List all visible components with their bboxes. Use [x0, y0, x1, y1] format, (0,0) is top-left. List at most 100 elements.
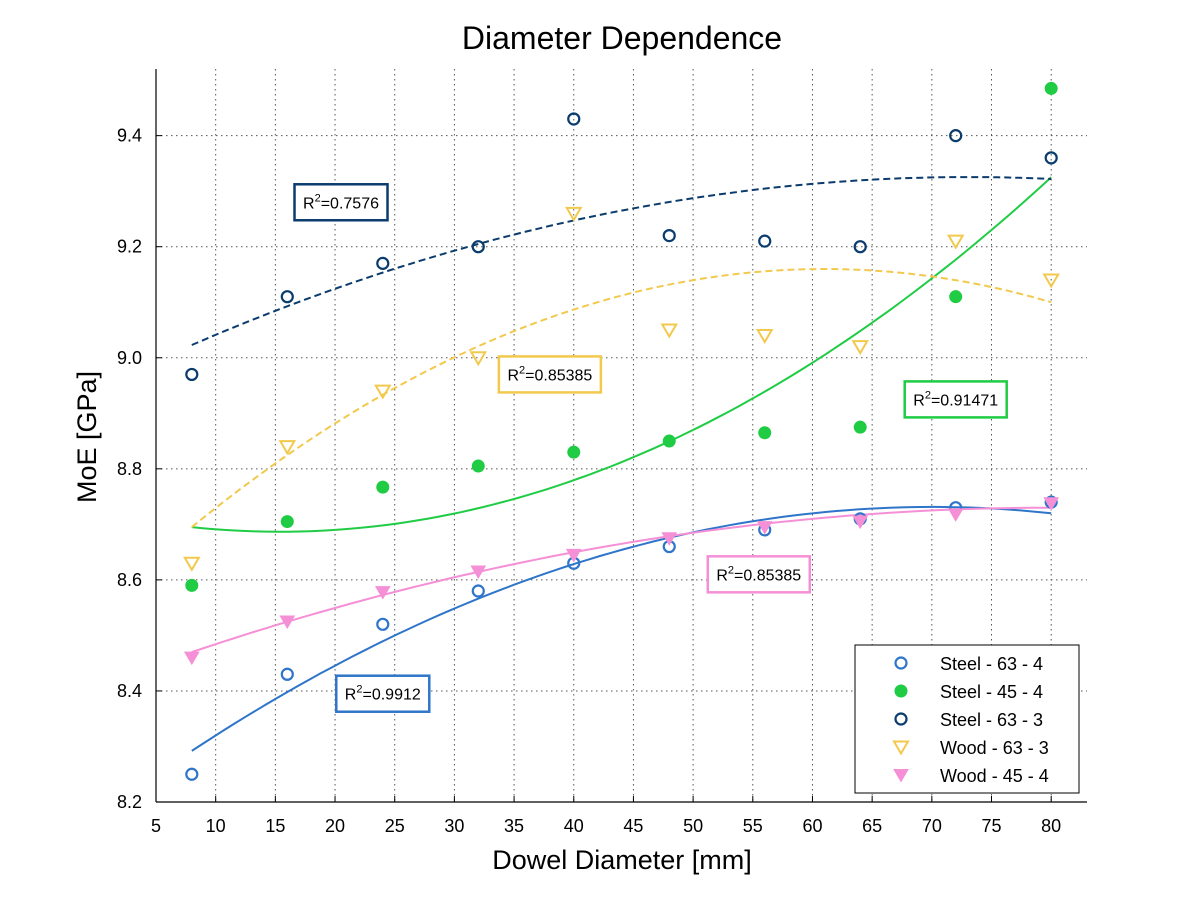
- data-point-series-4: [755, 329, 774, 345]
- data-point-series-2: [949, 290, 963, 304]
- x-tick-label: 15: [265, 816, 285, 836]
- data-point-series-3: [758, 234, 772, 248]
- data-point-series-5: [756, 521, 773, 535]
- trend-line-series-4: [191, 267, 1052, 528]
- y-tick-label: 9.2: [117, 237, 142, 257]
- data-point-series-5: [565, 548, 582, 563]
- grid-lines: [156, 69, 1087, 802]
- data-point-series-4: [565, 206, 583, 222]
- r2-superscript: 2: [925, 389, 931, 401]
- data-point-series-5: [374, 586, 391, 600]
- x-tick-label: 75: [981, 816, 1001, 836]
- data-point-series-2: [376, 480, 390, 494]
- y-tick-label: 8.8: [117, 459, 142, 479]
- r2-annotation-box: [903, 380, 1008, 419]
- data-point-series-2: [567, 445, 581, 459]
- x-tick-label: 10: [206, 816, 226, 836]
- r2-prefix: R: [507, 367, 519, 384]
- r2-annotation-box: [706, 555, 812, 594]
- r2-annotation-text: R2=0.7576: [303, 192, 379, 212]
- x-tick-label: 65: [862, 816, 882, 836]
- r2-superscript: 2: [315, 192, 321, 204]
- r2-superscript: 2: [519, 364, 525, 376]
- x-tick-label: 30: [444, 816, 464, 836]
- x-tick-label: 45: [623, 816, 643, 836]
- x-tick-label: 5: [151, 816, 161, 836]
- data-point-series-4: [946, 234, 965, 250]
- data-point-series-4: [278, 440, 297, 456]
- y-tick-label: 8.6: [117, 570, 142, 590]
- data-point-series-5: [183, 651, 200, 666]
- trend-line-series-2: [191, 176, 1052, 533]
- r2-prefix: R: [345, 687, 357, 704]
- data-point-series-1: [376, 617, 390, 631]
- data-point-series-2: [1044, 81, 1058, 95]
- r2-annotation-box: [497, 355, 603, 394]
- chart-title: Diameter Dependence: [462, 20, 782, 56]
- y-axis-label: MoE [GPa]: [72, 371, 102, 503]
- data-point-series-4: [851, 340, 869, 356]
- legend-label: Steel - 63 - 3: [940, 710, 1043, 730]
- r2-superscript: 2: [356, 684, 362, 696]
- data-point-series-5: [279, 615, 296, 630]
- y-tick-label: 8.4: [117, 681, 142, 701]
- data-point-series-2: [185, 578, 199, 592]
- data-point-series-2: [471, 459, 485, 473]
- x-tick-label: 35: [504, 816, 524, 836]
- x-tick-label: 60: [802, 816, 822, 836]
- trend-line-series-1: [191, 505, 1052, 752]
- trend-line-series-3: [191, 176, 1052, 346]
- data-point-series-2: [280, 515, 294, 529]
- legend: Steel - 63 - 4 Steel - 45 - 4 Steel - 63 -…: [854, 644, 1080, 794]
- x-tick-label: 25: [385, 816, 405, 836]
- trend-lines: [191, 176, 1052, 752]
- data-point-series-5: [470, 565, 487, 580]
- r2-superscript: 2: [728, 564, 734, 576]
- data-point-series-4: [374, 384, 392, 400]
- data-point-series-5: [947, 508, 964, 522]
- data-point-series-2: [758, 426, 772, 440]
- y-tick-label: 8.2: [117, 792, 142, 812]
- y-tick-label: 9.0: [117, 348, 142, 368]
- data-point-series-3: [853, 240, 867, 254]
- tick-labels: 5 10 15 20 25 30 35 40 45 50 55 60 65 70 75 80 8.2 8.4 8.6…: [117, 126, 1061, 836]
- x-tick-label: 20: [325, 816, 345, 836]
- data-point-series-3: [567, 112, 581, 126]
- x-tick-label: 40: [564, 816, 584, 836]
- r2-value: =0.7576: [321, 195, 379, 212]
- data-point-series-3: [949, 129, 963, 143]
- data-point-series-3: [280, 290, 294, 304]
- legend-marker-series-5: [893, 769, 909, 783]
- r2-annotations: R2=0.7576R2=0.85385R2=0.91471R2=0.85385R…: [293, 183, 1008, 713]
- data-point-series-4: [183, 556, 201, 572]
- legend-marker-series-4: [892, 740, 910, 756]
- legend-label: Steel - 63 - 4: [940, 654, 1043, 674]
- r2-value: =0.85385: [734, 567, 801, 584]
- legend-label: Steel - 45 - 4: [940, 682, 1043, 702]
- r2-prefix: R: [716, 567, 728, 584]
- data-point-series-3: [662, 228, 676, 243]
- axes: [155, 69, 1087, 803]
- data-point-series-3: [376, 256, 390, 270]
- x-axis-label: Dowel Diameter [mm]: [492, 845, 752, 875]
- y-tick-label: 9.4: [117, 126, 142, 146]
- data-points: [183, 81, 1060, 781]
- x-tick-label: 80: [1041, 816, 1061, 836]
- data-point-series-3: [471, 240, 485, 254]
- r2-value: =0.9912: [362, 687, 420, 704]
- data-point-series-2: [853, 420, 867, 434]
- x-tick-label: 50: [683, 816, 703, 836]
- r2-prefix: R: [303, 195, 315, 212]
- data-point-series-4: [660, 323, 678, 339]
- r2-annotation-text: R2=0.85385: [716, 564, 801, 584]
- legend-marker-series-3: [894, 712, 908, 726]
- data-point-series-3: [185, 367, 199, 382]
- data-point-series-5: [1043, 497, 1060, 511]
- legend-label: Wood - 45 - 4: [940, 766, 1049, 786]
- legend-box: [854, 644, 1080, 794]
- legend-marker-series-1: [894, 656, 908, 670]
- data-point-series-4: [1042, 273, 1060, 289]
- data-point-series-3: [1044, 151, 1058, 165]
- data-point-series-5: [661, 532, 678, 546]
